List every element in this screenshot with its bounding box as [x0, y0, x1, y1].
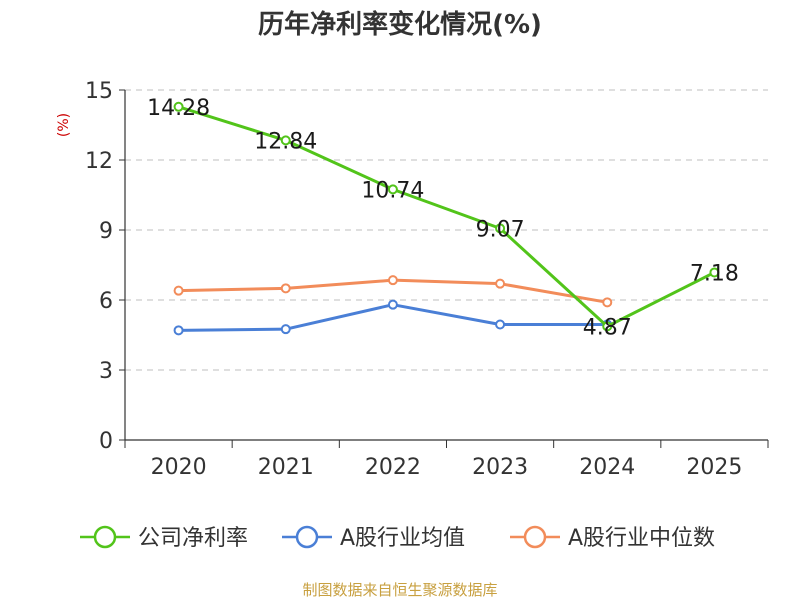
data-point [173, 101, 184, 112]
y-tick-label: 3 [99, 359, 113, 384]
data-point [495, 319, 506, 330]
data-point [173, 285, 184, 296]
legend-label: A股行业中位数 [568, 526, 715, 551]
data-point [280, 135, 291, 146]
data-point [387, 184, 398, 195]
data-label: 9.07 [476, 217, 525, 242]
axes: 0 3 6 9 12 15 2020 2021 2022 2023 2024 2025 [85, 79, 769, 480]
legend-marker [523, 525, 547, 549]
data-point [387, 275, 398, 286]
gridlines [125, 89, 768, 371]
data-point [709, 267, 720, 278]
data-point [280, 324, 291, 335]
y-tick-label: 15 [85, 79, 113, 104]
y-tick-label: 0 [99, 429, 113, 454]
legend-label: 公司净利率 [138, 526, 248, 551]
data-label: 4.87 [583, 315, 632, 340]
data-label: 12.84 [254, 129, 317, 154]
chart-title: 历年净利率变化情况(%) [258, 9, 542, 40]
y-axis-unit-label: (%) [56, 113, 72, 137]
data-point [280, 283, 291, 294]
data-point [495, 223, 506, 234]
legend-marker [295, 525, 319, 549]
x-tick-label: 2020 [151, 455, 207, 480]
legend-label: A股行业均值 [340, 526, 465, 551]
x-tick-label: 2021 [258, 455, 314, 480]
y-tick-label: 9 [99, 219, 113, 244]
data-label: 7.18 [690, 261, 739, 286]
data-point [495, 278, 506, 289]
source-note: 制图数据来自恒生聚源数据库 [302, 581, 497, 599]
x-tick-label: 2023 [472, 455, 528, 480]
legend-marker [93, 525, 117, 549]
data-label: 14.28 [147, 96, 210, 121]
data-point [173, 325, 184, 336]
data-label: 10.74 [361, 178, 424, 203]
data-labels: 14.28 12.84 10.74 9.07 4.87 7.18 [147, 96, 739, 341]
data-point [602, 297, 613, 308]
series-line-0 [178, 105, 716, 328]
legend: 公司净利率 A股行业均值 A股行业中位数 [80, 525, 715, 551]
y-tick-label: 12 [85, 149, 113, 174]
x-tick-label: 2024 [579, 455, 635, 480]
series-lines [173, 101, 720, 336]
x-tick-label: 2022 [365, 455, 421, 480]
x-tick-label: 2025 [686, 455, 742, 480]
data-point [387, 299, 398, 310]
data-point [602, 321, 613, 332]
y-tick-label: 6 [99, 289, 113, 314]
